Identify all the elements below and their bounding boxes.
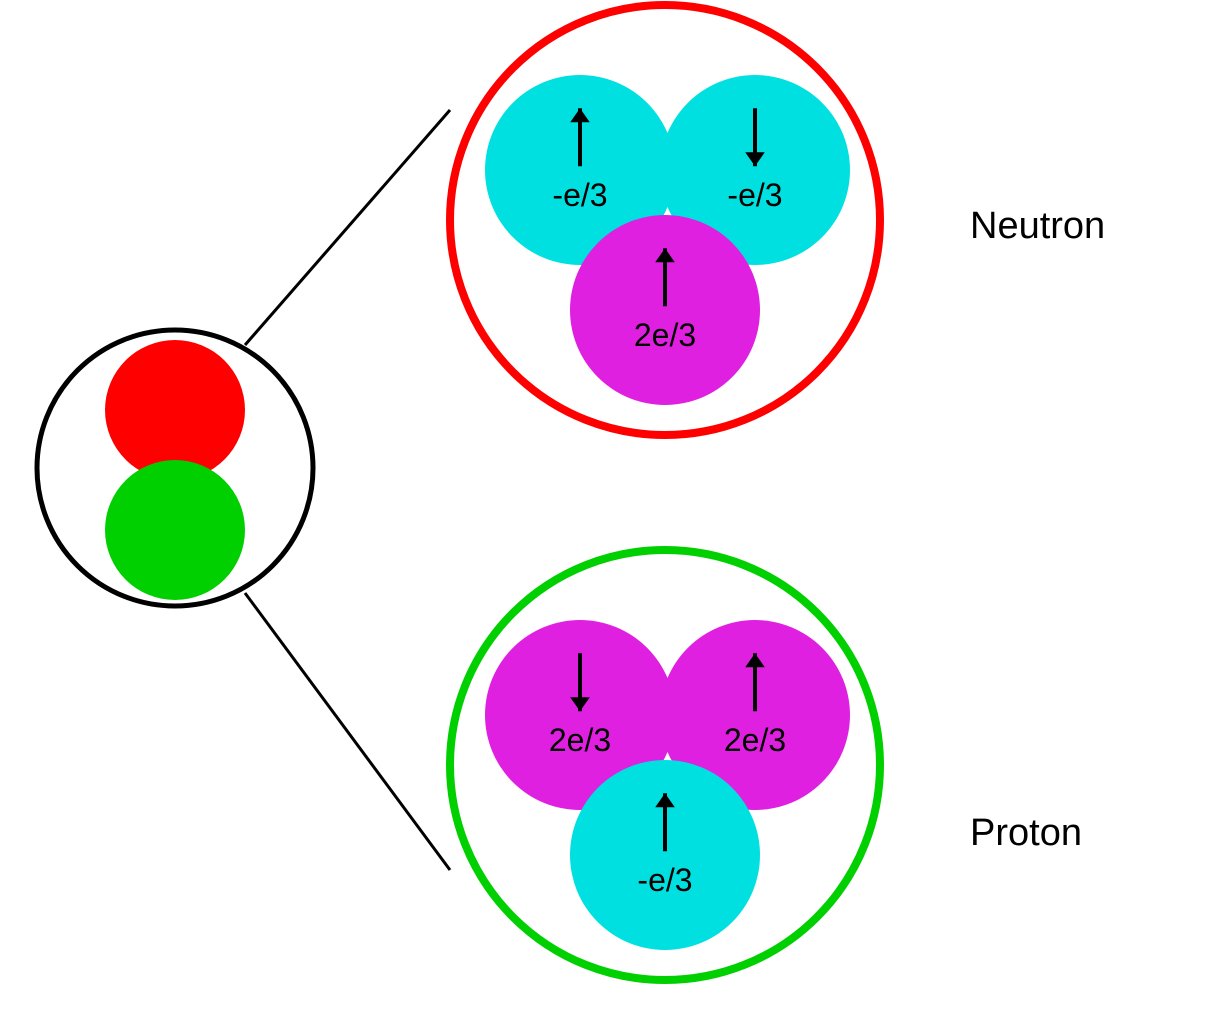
connector-to-proton [245, 593, 450, 870]
nucleon-diagram: -e/3 -e/3 2e/3 2e/3 2e/3 -e/3 [0, 0, 1216, 1015]
proton-quark-2 [570, 760, 760, 950]
proton-quark-0-charge: 2e/3 [549, 722, 611, 758]
connector-to-neutron [245, 110, 450, 345]
neutron-label: Neutron [970, 205, 1105, 248]
proton-quark-2-charge: -e/3 [637, 862, 692, 898]
neutron-quark-1-charge: -e/3 [727, 177, 782, 213]
proton-label: Proton [970, 812, 1082, 855]
nucleus-proton-small [105, 460, 245, 600]
neutron-quark-2-charge: 2e/3 [634, 317, 696, 353]
neutron-quark-0-charge: -e/3 [552, 177, 607, 213]
proton-quark-1-charge: 2e/3 [724, 722, 786, 758]
neutron-quark-2 [570, 215, 760, 405]
nucleus-neutron-small [105, 340, 245, 480]
